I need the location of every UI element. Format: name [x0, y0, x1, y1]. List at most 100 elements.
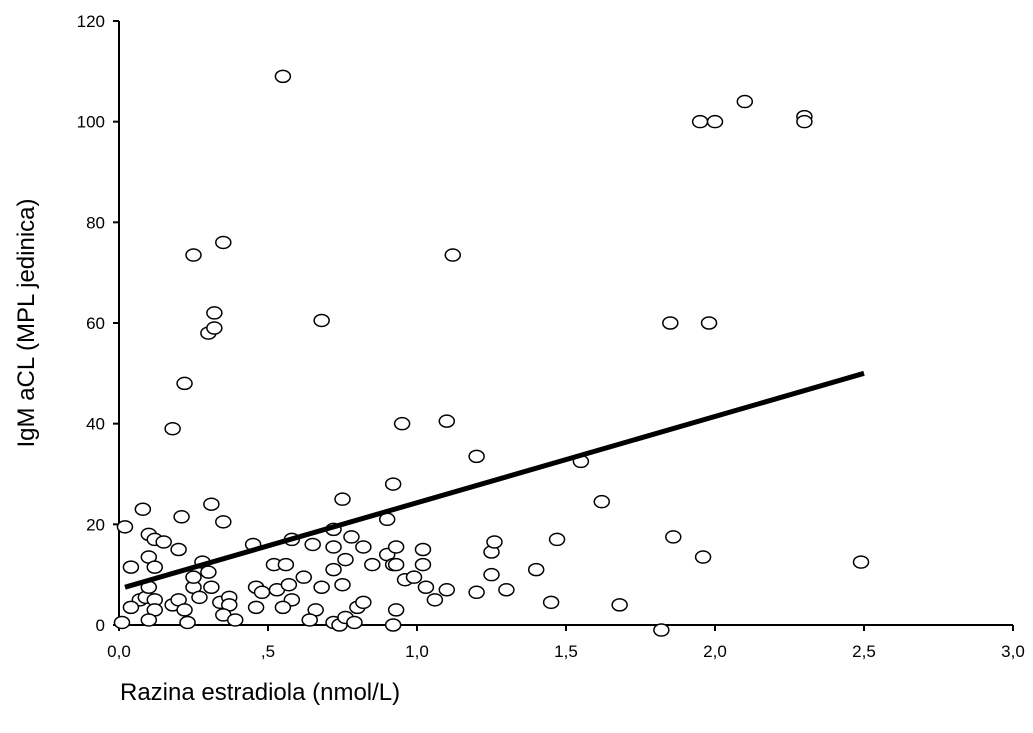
- y-tick-label: 40: [86, 415, 105, 434]
- y-tick-label: 20: [86, 515, 105, 534]
- data-point: [134, 502, 152, 516]
- data-point: [295, 570, 313, 584]
- data-point: [170, 542, 187, 557]
- axes: [118, 21, 1013, 626]
- x-tick-label: 1,5: [554, 642, 578, 661]
- x-tick-label: 0,0: [107, 642, 131, 661]
- data-point: [280, 577, 298, 592]
- y-tick-label: 60: [86, 314, 105, 333]
- data-point: [179, 615, 196, 630]
- y-axis-title: IgM aCL (MPL jedinica): [13, 199, 40, 448]
- data-point: [486, 535, 503, 549]
- data-point: [206, 306, 223, 320]
- data-point: [438, 583, 456, 597]
- y-tick-label: 100: [77, 113, 105, 132]
- data-point: [206, 321, 223, 335]
- data-point: [384, 618, 402, 632]
- x-tick-label: 3,0: [1001, 642, 1025, 661]
- data-point: [468, 449, 485, 464]
- data-point: [387, 603, 405, 617]
- y-tick-label: 0: [96, 616, 105, 635]
- data-point: [215, 235, 232, 250]
- data-point: [426, 593, 444, 607]
- data-point: [200, 565, 217, 579]
- data-point: [313, 313, 330, 328]
- x-ticks: 0,0 ,5 1,0 1,5 2,0 2,5 3,0: [107, 625, 1025, 661]
- data-point: [247, 600, 265, 615]
- data-point: [274, 600, 292, 615]
- data-point: [253, 585, 271, 600]
- data-point: [185, 570, 202, 584]
- data-point: [274, 69, 292, 84]
- data-point: [414, 542, 432, 557]
- data-point: [468, 585, 485, 600]
- data-point: [325, 562, 342, 577]
- data-point: [226, 613, 244, 627]
- x-tick-label: ,5: [261, 642, 275, 661]
- data-point: [527, 562, 545, 577]
- data-point: [483, 567, 500, 582]
- data-point: [498, 583, 515, 597]
- data-point: [414, 557, 432, 572]
- data-point: [706, 114, 724, 129]
- data-point: [542, 595, 560, 610]
- data-point: [355, 595, 372, 610]
- data-point: [173, 510, 190, 524]
- x-tick-label: 1,0: [405, 642, 429, 661]
- fit-line: [124, 370, 865, 590]
- data-point: [277, 557, 295, 572]
- data-point: [191, 590, 208, 605]
- data-point: [700, 316, 718, 330]
- data-point: [140, 613, 158, 627]
- data-point: [346, 615, 363, 630]
- data-point: [691, 114, 709, 129]
- data-point: [155, 535, 172, 549]
- data-point: [444, 248, 462, 262]
- data-point: [146, 560, 164, 574]
- data-point: [113, 615, 131, 630]
- data-point: [203, 580, 220, 594]
- y-tick-label: 80: [86, 213, 105, 232]
- data-point: [611, 598, 628, 612]
- data-point: [116, 520, 134, 534]
- y-ticks: 0 20 40 60 80 100 120: [77, 12, 119, 635]
- data-point: [852, 555, 870, 569]
- data-point: [653, 623, 670, 637]
- data-point: [176, 376, 193, 391]
- data-point: [164, 421, 181, 436]
- data-point: [301, 613, 318, 627]
- data-point: [438, 414, 456, 428]
- data-point: [334, 577, 351, 592]
- data-point: [334, 492, 351, 506]
- data-point: [325, 540, 342, 554]
- data-point: [405, 570, 423, 584]
- data-point: [387, 557, 405, 572]
- data-point: [796, 114, 813, 129]
- data-point: [215, 515, 232, 529]
- data-point: [313, 580, 330, 594]
- data-point: [176, 603, 193, 617]
- data-point: [384, 477, 402, 491]
- data-point: [593, 494, 611, 509]
- data-point: [203, 497, 220, 511]
- data-point: [304, 537, 321, 552]
- data-points: [113, 69, 870, 637]
- data-point: [665, 530, 682, 544]
- data-point: [417, 580, 435, 594]
- data-point: [694, 550, 712, 564]
- data-point: [337, 552, 354, 567]
- data-point: [343, 530, 360, 544]
- x-axis-title: Razina estradiola (nmol/L): [120, 679, 400, 706]
- x-tick-label: 2,0: [703, 642, 727, 661]
- data-point: [393, 416, 411, 431]
- data-point: [185, 248, 202, 262]
- data-point: [122, 560, 140, 574]
- data-point: [387, 540, 405, 554]
- data-point: [122, 600, 140, 615]
- data-point: [662, 316, 679, 330]
- data-point: [364, 557, 381, 572]
- data-point: [355, 540, 372, 554]
- data-point: [548, 532, 566, 547]
- data-point: [736, 94, 754, 109]
